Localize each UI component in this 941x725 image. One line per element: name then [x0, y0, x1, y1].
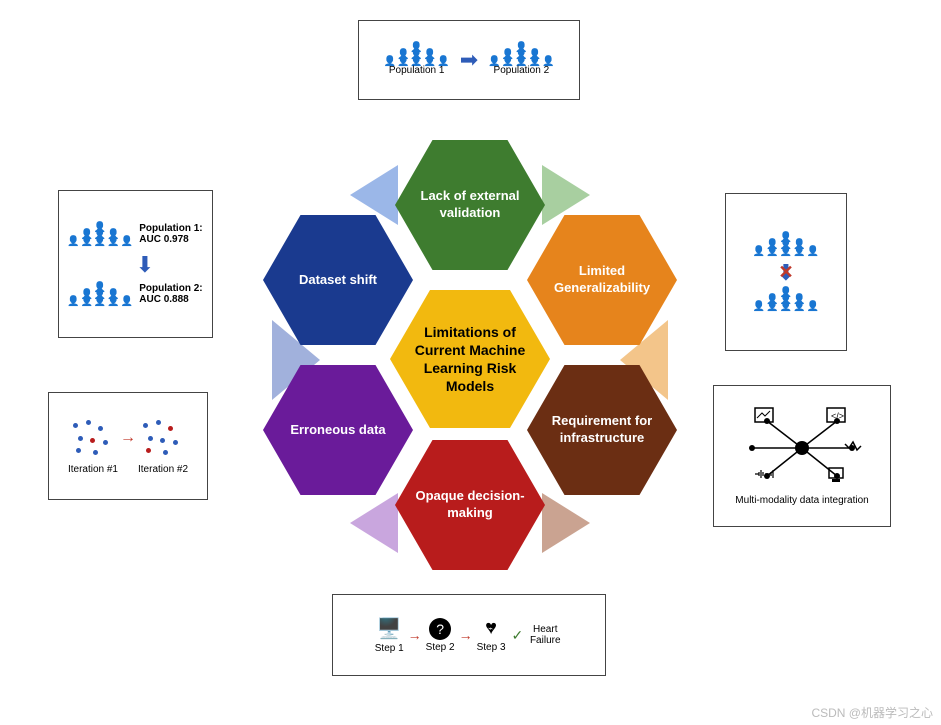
step-arrow2-icon: → [459, 627, 473, 643]
hex-top-right-label: Limited Generalizability [545, 263, 659, 297]
iter1-label: Iteration #1 [68, 464, 118, 475]
step1-label: Step 1 [375, 643, 404, 654]
check-icon: ✓ [512, 627, 524, 644]
people-cluster-red: 👤 👤👤👤 👤👤👤👤👤 [488, 44, 554, 65]
step1: 🖥️ Step 1 [375, 616, 404, 654]
iter2-label: Iteration #2 [138, 464, 188, 475]
people-red-rt: 👤 👤👤👤 👤👤👤👤👤 [753, 289, 819, 310]
hex-bottom-left: Erroneous data [263, 365, 413, 495]
hex-bottom-right-label: Requirement for infrastructure [545, 413, 659, 447]
tri-lower-left [350, 493, 398, 553]
people-cluster-blue: 👤 👤👤👤 👤👤👤👤👤 [384, 44, 450, 65]
pop2-cluster: 👤 👤👤👤 👤👤👤👤👤 Population 2 [488, 44, 554, 76]
callout-right-bottom: </> Multi-modality data integration [713, 385, 891, 527]
diagram-canvas: Limitations of Current Machine Learning … [0, 0, 941, 725]
iter-arrow-icon: → [120, 429, 136, 447]
watermark: CSDN @机器学习之心 [811, 704, 933, 721]
steps-row: 🖥️ Step 1 → ? Step 2 → ♥ ⌁ Step 3 ✓ Hear… [375, 616, 564, 654]
auc2-label: Population 2: [139, 283, 202, 294]
step3-label: Step 3 [477, 642, 506, 653]
multimodal-network-icon: </> [737, 406, 867, 491]
callout-left-top: 👤 👤👤👤 👤👤👤👤👤 Population 1: AUC 0.978 ➡ 👤 … [58, 190, 213, 338]
computer-icon: 🖥️ [377, 616, 402, 641]
hex-bottom: Opaque decision-making [395, 440, 545, 570]
step3: ♥ ⌁ Step 3 [477, 617, 506, 653]
auc2-value: AUC 0.888 [139, 294, 202, 305]
svg-text:</>: </> [831, 411, 844, 421]
people-red-small: 👤 👤👤👤 👤👤👤👤👤 [67, 284, 133, 305]
multimodal-caption: Multi-modality data integration [735, 495, 868, 506]
callout-top: 👤 👤👤👤 👤👤👤👤👤 Population 1 ➡ 👤 👤👤👤 👤👤👤👤👤 P… [358, 20, 580, 100]
people-blue-small: 👤 👤👤👤 👤👤👤👤👤 [67, 224, 133, 245]
step-arrow1-icon: → [408, 627, 422, 643]
hex-center-label: Limitations of Current Machine Learning … [408, 323, 532, 396]
hex-top: Lack of external validation [395, 140, 545, 270]
hex-bottom-right: Requirement for infrastructure [527, 365, 677, 495]
callout-left-bottom: → Iteration #1 Iteration #2 [48, 392, 208, 500]
callout-right-top: 👤 👤👤👤 👤👤👤👤👤 ➡ ✕ 👤 👤👤👤 👤👤👤👤👤 [725, 193, 847, 351]
hex-top-label: Lack of external validation [413, 188, 527, 222]
x-mark-icon: ✕ [778, 262, 793, 283]
arrow-right-icon: ➡ [460, 47, 478, 73]
people-blue-rt: 👤 👤👤👤 👤👤👤👤👤 [753, 234, 819, 255]
heart-icon: ♥ ⌁ [485, 617, 497, 640]
pop1-label: Population 1 [389, 65, 445, 76]
hex-bottom-label: Opaque decision-making [413, 488, 527, 522]
hex-center: Limitations of Current Machine Learning … [390, 290, 550, 428]
hex-top-left: Dataset shift [263, 215, 413, 345]
dots-iter2 [138, 418, 188, 458]
step2-label: Step 2 [426, 642, 455, 653]
tri-lower-right [542, 493, 590, 553]
callout-bottom: 🖥️ Step 1 → ? Step 2 → ♥ ⌁ Step 3 ✓ Hear… [332, 594, 606, 676]
auc1-label: Population 1: [139, 223, 202, 234]
hex-top-right: Limited Generalizability [527, 215, 677, 345]
auc1-value: AUC 0.978 [139, 234, 202, 245]
pop1-cluster: 👤 👤👤👤 👤👤👤👤👤 Population 1 [384, 44, 450, 76]
question-icon: ? [429, 618, 451, 640]
dots-iter1 [68, 418, 118, 458]
arrow-down-icon: ➡ [133, 255, 159, 273]
hex-bottom-left-label: Erroneous data [290, 422, 385, 439]
result-label: Heart Failure [527, 624, 563, 646]
pop2-label: Population 2 [494, 65, 550, 76]
hex-top-left-label: Dataset shift [299, 272, 377, 289]
step2: ? Step 2 [426, 618, 455, 653]
